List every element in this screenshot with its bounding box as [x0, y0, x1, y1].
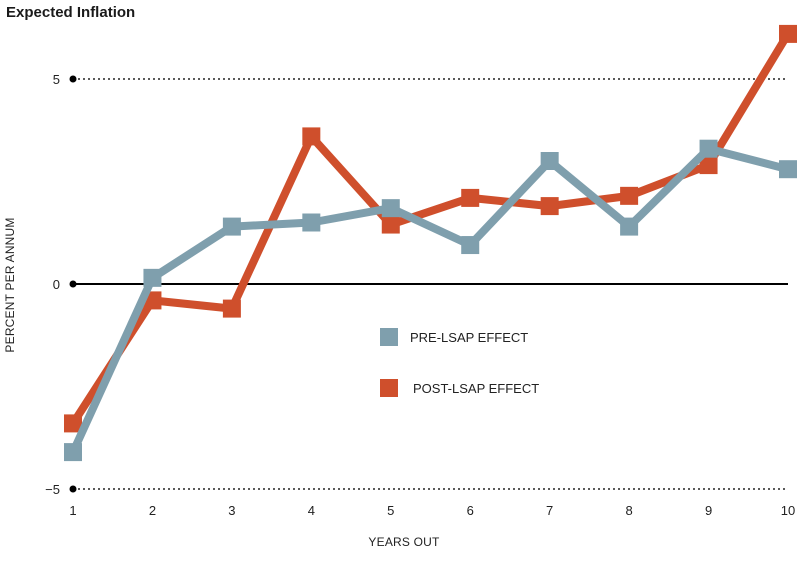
y-axis-title: PERCENT PER ANNUM: [3, 217, 17, 352]
y-tick-dot: [69, 75, 77, 83]
data-point: [381, 199, 400, 218]
x-tick-label: 10: [781, 503, 795, 518]
series-post-lsap: [64, 24, 797, 433]
data-point: [779, 160, 797, 179]
legend: PRE-LSAP EFFECT POST-LSAP EFFECT: [380, 328, 539, 397]
legend-swatch-pre-lsap: [380, 328, 398, 346]
series-line: [69, 29, 792, 428]
grid-lines: [69, 75, 788, 493]
x-tick-label: 2: [149, 503, 156, 518]
x-tick-label: 6: [467, 503, 474, 518]
series-pre-lsap: [64, 139, 797, 462]
data-point: [620, 217, 639, 236]
y-tick-label: 0: [53, 277, 60, 292]
x-axis-ticks: 1 2 3 4 5 6 7 8 9 10: [69, 503, 795, 518]
y-tick-label: 5: [53, 72, 60, 87]
series-layer: [64, 24, 797, 462]
data-point: [620, 186, 639, 205]
y-tick-label: −5: [45, 482, 60, 497]
x-tick-label: 5: [387, 503, 394, 518]
data-point: [381, 215, 400, 234]
x-tick-label: 8: [625, 503, 632, 518]
data-point: [222, 217, 241, 236]
data-point: [540, 152, 559, 170]
data-point: [699, 139, 718, 158]
x-tick-label: 9: [705, 503, 712, 518]
data-point: [222, 299, 241, 318]
x-tick-label: 1: [69, 503, 76, 518]
data-point: [461, 188, 480, 207]
data-point: [540, 197, 559, 216]
data-point: [64, 443, 82, 462]
chart-title: Expected Inflation: [6, 4, 136, 21]
x-tick-label: 3: [228, 503, 235, 518]
data-point: [143, 268, 162, 287]
legend-swatch-post-lsap: [380, 379, 398, 397]
x-tick-label: 4: [308, 503, 315, 518]
data-point: [302, 213, 321, 232]
legend-label-pre-lsap: PRE-LSAP EFFECT: [410, 330, 528, 345]
x-axis-title: YEARS OUT: [368, 535, 440, 549]
data-point: [779, 24, 797, 43]
data-point: [64, 414, 82, 433]
legend-label-post-lsap: POST-LSAP EFFECT: [413, 381, 539, 396]
data-point: [461, 236, 480, 255]
y-axis-ticks: −5 0 5: [45, 72, 60, 497]
y-tick-dot: [69, 485, 77, 493]
data-point: [302, 127, 321, 146]
y-tick-dot: [69, 280, 77, 288]
series-line: [69, 144, 792, 457]
x-tick-label: 7: [546, 503, 553, 518]
data-point: [699, 156, 718, 175]
